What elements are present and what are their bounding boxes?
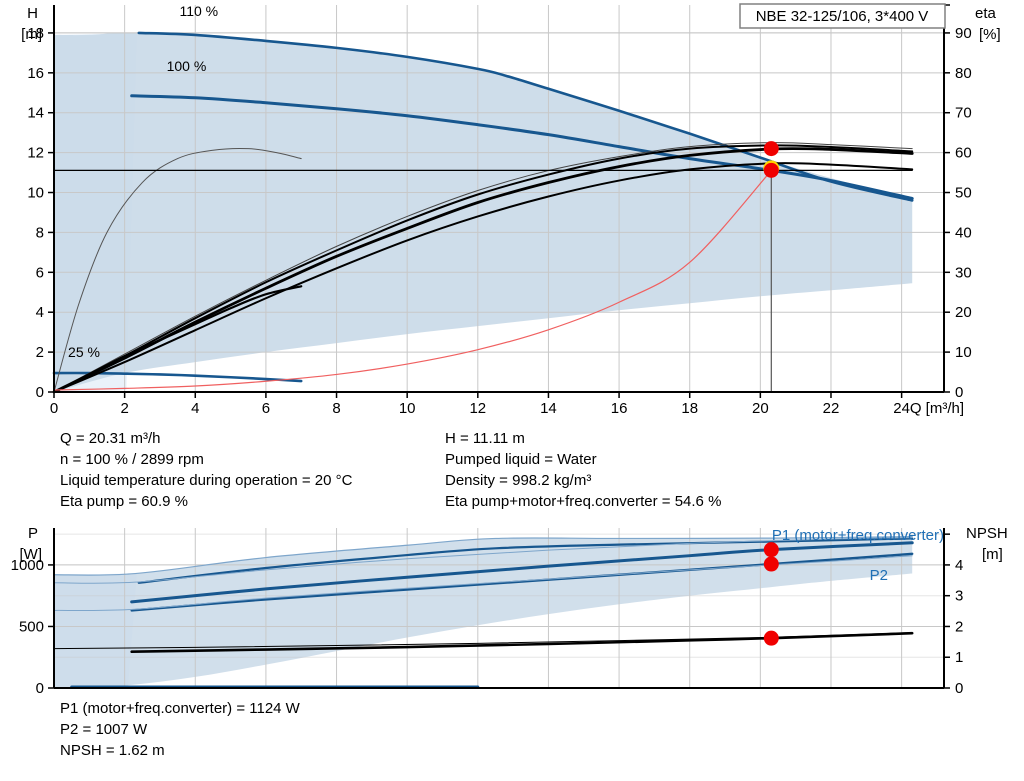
- chart1-markers: [763, 141, 780, 178]
- duty-info-right-line: Density = 998.2 kg/m³: [445, 472, 591, 489]
- chart1-xtick-label: 24: [893, 400, 910, 417]
- chart2-legend-p2: P2: [870, 567, 888, 584]
- chart1-y2tick-label: 10: [955, 344, 972, 361]
- chart1-curve-annotation: 100 %: [167, 58, 207, 74]
- chart1-ytick-label: 2: [36, 344, 44, 361]
- chart1-ytick-label: 8: [36, 224, 44, 241]
- chart2-right-axis-title: NPSH: [966, 525, 1008, 542]
- chart1-ytick-label: 10: [27, 185, 44, 202]
- duty-info-left-line: Q = 20.31 m³/h: [60, 430, 160, 447]
- chart1-xtick-label: 0: [50, 400, 58, 417]
- chart2-y2tick-label: 0: [955, 680, 963, 697]
- chart2-y2tick-label: 2: [955, 618, 963, 635]
- chart1-xtick-label: 20: [752, 400, 769, 417]
- chart2-y2tick-label: 1: [955, 649, 963, 666]
- chart2-axis-labels: 0 500 1000 0 1 2 3 4 P [W] NPSH [m]: [11, 525, 1008, 697]
- chart1-ytick-label: 0: [36, 384, 44, 401]
- chart2-y2tick-label: 3: [955, 588, 963, 605]
- chart1-y2tick-label: 90: [955, 25, 972, 42]
- chart1-curve-annotation: 110 %: [179, 3, 218, 19]
- chart1-left-axis-title: H: [27, 5, 38, 22]
- chart2-ytick-label: 500: [19, 618, 44, 635]
- chart1-ytick-label: 12: [27, 145, 44, 162]
- chart1-curve: [137, 31, 914, 202]
- duty-info-right-line: H = 11.11 m: [445, 430, 525, 447]
- chart1-curve: [53, 169, 772, 391]
- model-box-label: NBE 32-125/106, 3*400 V: [756, 8, 929, 25]
- chart1-y2tick-label: 20: [955, 304, 972, 321]
- eta-marker: [763, 141, 779, 157]
- chart2-curve: [53, 536, 913, 576]
- chart1-curve-annotation: 25 %: [68, 344, 100, 360]
- power-info-line: NPSH = 1.62 m: [60, 742, 165, 759]
- chart1-xtick-label: 22: [823, 400, 840, 417]
- chart2-legend-p1: P1 (motor+freq.converter): [772, 527, 944, 544]
- chart2-right-axis-title: [m]: [982, 546, 1003, 563]
- chart2-curve: [53, 537, 913, 584]
- chart1-ytick-label: 14: [27, 105, 44, 122]
- duty-info-right-line: Pumped liquid = Water: [445, 451, 597, 468]
- chart2-ytick-label: 0: [36, 680, 44, 697]
- chart2-curve: [53, 632, 913, 650]
- chart1-curve: [53, 147, 302, 393]
- chart1-y2tick-label: 50: [955, 185, 972, 202]
- duty-info-left-line: Liquid temperature during operation = 20…: [60, 472, 353, 489]
- chart1-y2tick-label: 30: [955, 264, 972, 281]
- chart2-left-axis-title: [W]: [20, 546, 43, 563]
- power-npsh-chart: 0 500 1000 0 1 2 3 4 P [W] NPSH [m] P1 (motor+freq.c…: [11, 525, 1008, 697]
- chart2-ytick-label: 1000: [11, 557, 44, 574]
- chart1-y2tick-label: 80: [955, 65, 972, 82]
- model-box-frame: [739, 3, 946, 29]
- chart2-curve: [53, 555, 913, 612]
- chart1-xtick-label: 18: [681, 400, 698, 417]
- chart2-markers: [763, 542, 779, 646]
- chart1-right-axis-title: [%]: [979, 26, 1001, 43]
- duty-info-block: Q = 20.31 m³/h n = 100 % / 2899 rpm Liquid…: [60, 430, 721, 510]
- chart1-gridlines: [53, 5, 944, 393]
- chart1-xtick-label: 16: [611, 400, 628, 417]
- duty-info-left-line: Eta pump = 60.9 %: [60, 493, 188, 510]
- chart1-y2tick-label: 60: [955, 145, 972, 162]
- chart1-xtick-label: 8: [332, 400, 340, 417]
- chart1-curve: [52, 285, 303, 394]
- power-info-line: P2 = 1007 W: [60, 721, 148, 738]
- chart1-y2tick-label: 70: [955, 105, 972, 122]
- duty-point-marker: [763, 162, 779, 178]
- chart2-legend: P1 (motor+freq.converter) P2: [772, 527, 944, 584]
- chart1-annotations: 110 % 100 % 25 %: [68, 3, 218, 360]
- chart2-curve: [137, 537, 914, 584]
- chart1-xtick-label: 2: [120, 400, 128, 417]
- p2-marker: [763, 556, 779, 572]
- chart1-ytick-label: 4: [36, 304, 44, 321]
- power-info-line: P1 (motor+freq.converter) = 1124 W: [60, 700, 301, 717]
- chart1-xtick-label: 14: [540, 400, 557, 417]
- chart1-operating-envelope: [54, 32, 913, 392]
- chart2-left-axis-title: P: [28, 525, 38, 542]
- chart1-xtick-label: 6: [262, 400, 270, 417]
- chart1-x-axis-title: Q [m³/h]: [910, 400, 964, 417]
- chart1-ytick-label: 16: [27, 65, 44, 82]
- chart1-xtick-label: 4: [191, 400, 199, 417]
- chart1-ytick-label: 6: [36, 264, 44, 281]
- power-info-block: P1 (motor+freq.converter) = 1124 W P2 = 1…: [60, 700, 301, 759]
- chart1-xtick-label: 12: [469, 400, 486, 417]
- chart1-ytick-label: 18: [27, 25, 44, 42]
- duty-info-left-line: n = 100 % / 2899 rpm: [60, 451, 204, 468]
- chart1-y2tick-label: 40: [955, 224, 972, 241]
- chart1-right-axis-title: eta: [975, 5, 997, 22]
- duty-info-right-line: Eta pump+motor+freq.converter = 54.6 %: [445, 493, 721, 510]
- npsh-marker: [763, 630, 779, 646]
- chart1-xtick-label: 10: [399, 400, 416, 417]
- p1-marker: [763, 542, 779, 558]
- model-name-box: NBE 32-125/106, 3*400 V: [739, 3, 946, 29]
- chart1-y2tick-label: 0: [955, 384, 963, 401]
- chart1-left-axis-title: [m]: [21, 26, 42, 43]
- chart2-y2tick-label: 4: [955, 557, 963, 574]
